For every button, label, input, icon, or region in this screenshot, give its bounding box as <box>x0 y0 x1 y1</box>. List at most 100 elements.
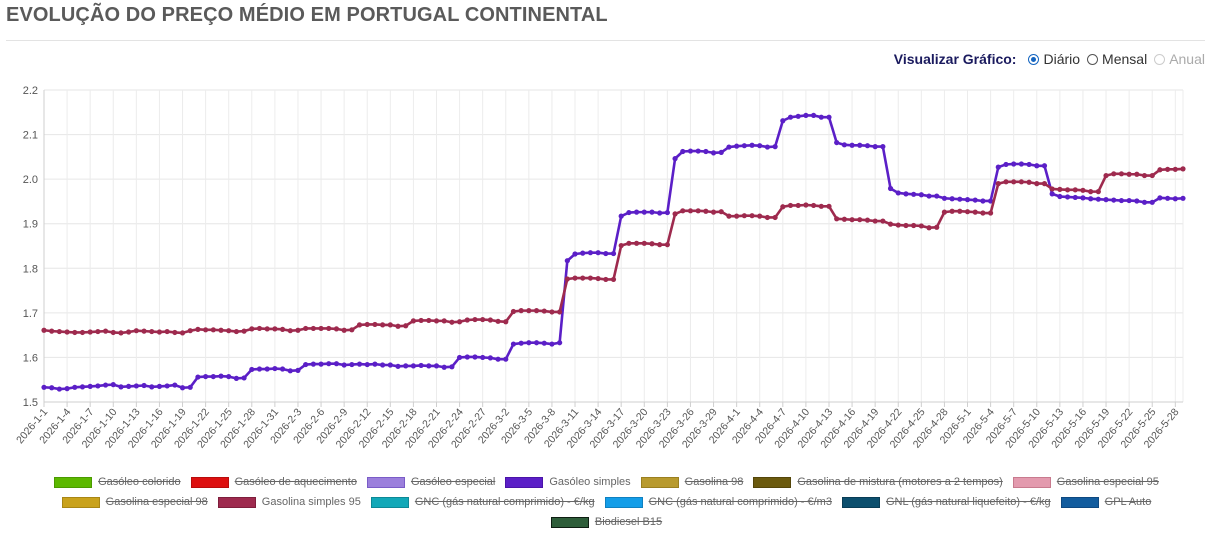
legend-item-gasolina-mistura[interactable]: Gasolina de mistura (motores a 2 tempos) <box>753 476 1003 488</box>
legend-item-gasoleo-colorido[interactable]: Gasóleo colorido <box>54 476 181 488</box>
data-point-gasoleo-simples <box>926 193 932 199</box>
radio-diario[interactable]: Diário <box>1028 51 1080 67</box>
legend-label: Gasóleo de aquecimento <box>234 476 357 488</box>
data-point-gasoleo-simples <box>141 382 147 389</box>
data-point-gasolina-simples-95 <box>1095 189 1101 195</box>
data-point-gasolina-simples-95 <box>318 325 324 332</box>
data-point-gasolina-simples-95 <box>857 217 863 223</box>
legend-label: GNL (gás natural liquefeito) - €/kg <box>885 496 1051 508</box>
legend-item-gasolina-especial-98[interactable]: Gasolina especial 98 <box>61 496 208 508</box>
data-point-gasolina-simples-95 <box>403 323 409 329</box>
chart-legend: Gasóleo colorido Gasóleo de aquecimento … <box>0 472 1213 532</box>
legend-swatch <box>54 476 93 488</box>
data-point-gasolina-simples-95 <box>287 328 293 334</box>
legend-item-gasolina-98[interactable]: Gasolina 98 <box>640 476 743 488</box>
data-point-gasolina-simples-95 <box>279 326 286 332</box>
data-point-gasoleo-simples <box>787 114 794 120</box>
data-point-gasolina-simples-95 <box>480 316 486 323</box>
data-point-gasolina-simples-95 <box>380 322 386 328</box>
legend-item-gpl-auto[interactable]: GPL Auto <box>1060 496 1151 508</box>
data-point-gasolina-simples-95 <box>1026 179 1032 185</box>
data-point-gasolina-simples-95 <box>187 328 193 334</box>
legend-item-gnl-kg[interactable]: GNL (gás natural liquefeito) - €/kg <box>841 496 1051 508</box>
data-point-gasoleo-simples <box>172 382 178 388</box>
data-point-gasolina-simples-95 <box>810 202 817 209</box>
data-point-gasolina-simples-95 <box>126 329 132 335</box>
legend-item-gasoleo-especial[interactable]: Gasóleo especial <box>366 476 495 488</box>
data-point-gasolina-simples-95 <box>549 309 555 315</box>
legend-swatch <box>550 516 589 528</box>
y-tick-label: 1.6 <box>23 352 38 364</box>
data-point-gasoleo-simples <box>256 366 263 372</box>
data-point-gasolina-simples-95 <box>964 209 971 215</box>
data-point-gasolina-simples-95 <box>64 329 70 335</box>
legend-item-gasolina-especial-95[interactable]: Gasolina especial 95 <box>1012 476 1159 488</box>
data-point-gasolina-simples-95 <box>818 203 824 209</box>
data-point-gasolina-simples-95 <box>303 325 309 332</box>
data-point-gasolina-simples-95 <box>1111 171 1117 177</box>
data-point-gasolina-simples-95 <box>372 321 378 328</box>
legend-item-biodiesel-b15[interactable]: Biodiesel B15 <box>550 516 662 528</box>
legend-item-gnc-m3[interactable]: GNC (gás natural comprimido) - €/m3 <box>604 496 832 508</box>
data-point-gasolina-simples-95 <box>472 316 478 323</box>
data-point-gasoleo-simples <box>87 383 93 389</box>
legend-swatch <box>61 496 100 508</box>
data-point-gasolina-simples-95 <box>972 209 978 215</box>
data-point-gasoleo-simples <box>918 192 924 198</box>
data-point-gasoleo-simples <box>1157 195 1163 201</box>
data-point-gasolina-simples-95 <box>487 317 493 323</box>
data-point-gasolina-simples-95 <box>826 203 832 209</box>
data-point-gasolina-simples-95 <box>203 327 209 333</box>
data-point-gasolina-simples-95 <box>564 276 570 282</box>
legend-item-gnc-kg[interactable]: GNC (gás natural comprimido) - €/kg <box>370 496 595 508</box>
data-point-gasoleo-simples <box>1064 194 1071 200</box>
data-point-gasoleo-simples <box>564 258 570 264</box>
data-point-gasolina-simples-95 <box>710 209 717 215</box>
data-point-gasoleo-simples <box>764 144 771 150</box>
data-point-gasoleo-simples <box>464 354 470 360</box>
legend-swatch <box>841 496 880 508</box>
data-point-gasoleo-simples <box>1141 199 1148 205</box>
data-point-gasolina-simples-95 <box>695 208 701 214</box>
data-point-gasolina-simples-95 <box>526 308 532 314</box>
data-point-gasolina-simples-95 <box>741 213 747 219</box>
data-point-gasolina-simples-95 <box>156 329 163 335</box>
data-point-gasoleo-simples <box>541 340 547 346</box>
radio-mensal-circle[interactable] <box>1087 53 1099 65</box>
data-point-gasoleo-simples <box>903 191 909 197</box>
data-point-gasoleo-simples <box>449 364 455 370</box>
data-point-gasoleo-simples <box>972 197 978 203</box>
data-point-gasoleo-simples <box>410 363 417 369</box>
radio-mensal[interactable]: Mensal <box>1087 51 1147 67</box>
data-point-gasoleo-simples <box>318 361 324 367</box>
data-point-gasoleo-simples <box>233 375 239 381</box>
legend-item-gasoleo-aquecimento[interactable]: Gasóleo de aquecimento <box>190 476 357 488</box>
data-point-gasoleo-simples <box>110 382 116 388</box>
data-point-gasolina-simples-95 <box>703 208 709 214</box>
legend-item-gasolina-simples-95[interactable]: Gasolina simples 95 <box>217 496 361 508</box>
data-point-gasolina-simples-95 <box>880 218 886 224</box>
data-point-gasolina-simples-95 <box>1049 186 1055 192</box>
data-point-gasoleo-simples <box>572 251 578 257</box>
data-point-gasoleo-simples <box>149 384 155 390</box>
data-point-gasolina-simples-95 <box>464 317 470 323</box>
data-point-gasolina-simples-95 <box>364 321 370 328</box>
data-point-gasoleo-simples <box>557 340 563 346</box>
data-point-gasoleo-simples <box>241 375 247 381</box>
y-tick-label: 2.1 <box>23 130 38 142</box>
data-point-gasoleo-simples <box>587 250 594 256</box>
data-point-gasoleo-simples <box>1018 161 1024 167</box>
data-point-gasoleo-simples <box>710 150 717 156</box>
data-point-gasoleo-simples <box>718 149 724 155</box>
y-tick-label: 1.8 <box>23 263 38 275</box>
data-point-gasolina-simples-95 <box>503 319 509 325</box>
data-point-gasoleo-simples <box>264 366 270 372</box>
data-point-gasoleo-simples <box>41 384 47 390</box>
data-point-gasolina-simples-95 <box>349 327 355 333</box>
data-point-gasoleo-simples <box>372 361 378 367</box>
radio-diario-circle[interactable] <box>1028 53 1040 65</box>
data-point-gasoleo-simples <box>757 143 763 149</box>
data-point-gasolina-simples-95 <box>926 225 932 231</box>
legend-item-gasoleo-simples[interactable]: Gasóleo simples <box>505 476 631 488</box>
radio-mensal-label: Mensal <box>1102 51 1148 67</box>
